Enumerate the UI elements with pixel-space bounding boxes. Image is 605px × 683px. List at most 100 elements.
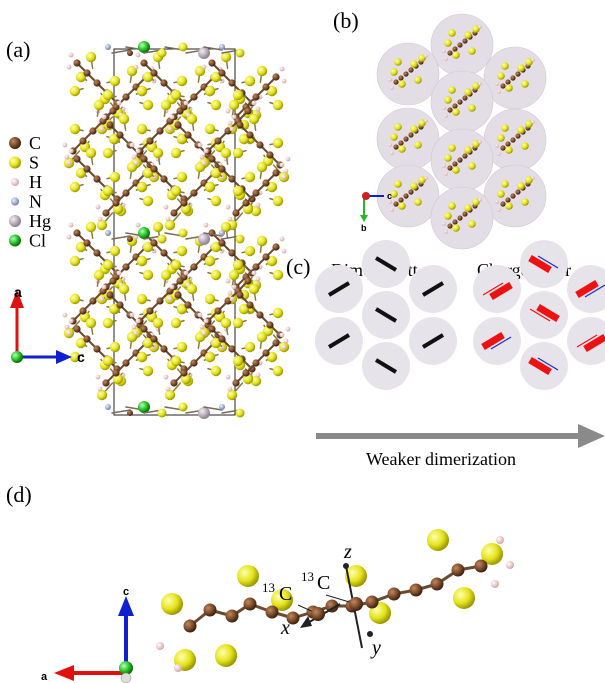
sulfur-atom: [161, 593, 183, 615]
sulfur-atom: [102, 185, 114, 197]
sulfur-atom: [109, 341, 121, 353]
sulfur-atom: [505, 84, 513, 92]
hydrogen-atom: [183, 270, 189, 276]
sulfur-atom: [152, 317, 164, 329]
sulfur-atom: [164, 219, 176, 231]
carbon-atom: [246, 301, 254, 309]
hydrogen-atom: [133, 64, 139, 70]
sulfur-atom: [444, 154, 452, 162]
hydrogen-atom: [133, 160, 139, 166]
anion-atom: [105, 230, 111, 236]
carbon-atom: [515, 189, 521, 195]
sulfur-atom: [85, 147, 97, 159]
sulfur-atom: [427, 529, 449, 551]
axis-z-label: z: [343, 541, 352, 563]
bond: [111, 409, 131, 414]
carbon-atom: [232, 209, 240, 217]
hydrogen-atom: [279, 332, 285, 338]
carbon-atom: [146, 307, 154, 315]
sulfur-atom: [142, 241, 154, 253]
hydrogen-atom: [163, 204, 169, 210]
carbon-atom: [515, 71, 521, 77]
anion-atom: [138, 227, 150, 239]
panel-a-label: (a): [6, 37, 30, 62]
hydrogen-atom: [251, 270, 257, 276]
charge-rich-bar: [481, 331, 505, 351]
hydrogen-atom: [388, 78, 392, 82]
sulfur-atom: [394, 180, 402, 188]
dimer-bar: [374, 358, 398, 374]
hydrogen-atom: [133, 234, 139, 240]
carbon-atom: [447, 223, 453, 229]
carbon-atom: [180, 199, 188, 207]
sulfur-atom: [525, 176, 533, 184]
sulfur-atom: [452, 51, 460, 59]
anion-atom: [127, 410, 133, 416]
sulfur-atom: [164, 389, 176, 401]
hydrogen-atom: [97, 216, 103, 222]
sulfur-atom: [102, 259, 114, 271]
sulfur-atom: [521, 142, 529, 150]
sulfur-atom: [472, 82, 480, 90]
sulfur-atom: [220, 51, 232, 63]
anion-atom: [178, 42, 188, 52]
sulfur-atom: [266, 351, 278, 363]
sulfur-atom: [136, 255, 148, 267]
hydrogen-atom: [231, 114, 237, 120]
sulfur-atom: [85, 317, 97, 329]
sulfur-atom: [398, 145, 406, 153]
sulfur-atom: [418, 176, 426, 184]
carbon-atom: [403, 71, 409, 77]
hydrogen-atom: [62, 142, 68, 148]
sulfur-atom: [272, 365, 284, 377]
carbon-atom: [218, 165, 226, 173]
hydrogen-atom: [167, 126, 173, 132]
carbon-atom: [93, 345, 101, 353]
carbon-atom: [160, 175, 168, 183]
carbon-atom: [184, 301, 192, 309]
hydrogen-atom: [497, 152, 501, 156]
carbon-atom: [93, 175, 101, 183]
hydrogen-atom: [225, 374, 231, 380]
sulfur-atom: [176, 303, 188, 315]
sulfur-atom: [136, 293, 148, 305]
sulfur-atom: [448, 144, 456, 152]
sulfur-atom: [109, 245, 121, 257]
carbon-atom: [398, 75, 404, 81]
carbon-atom: [160, 79, 168, 87]
carbon-atom: [190, 359, 198, 367]
hydrogen-atom: [64, 324, 70, 330]
carbon-atom: [244, 277, 252, 285]
sulfur-atom: [472, 198, 480, 206]
carbon-atom: [393, 201, 399, 207]
carbon-13-atom: [349, 597, 363, 611]
sulfur-atom: [75, 71, 87, 83]
axis-a-label-d: a: [41, 671, 48, 683]
sulfur-atom: [398, 80, 406, 88]
carbon-atom: [89, 297, 97, 305]
carbon-atom: [447, 107, 453, 113]
hydrogen-atom: [281, 78, 287, 84]
carbon-atom: [102, 209, 110, 217]
sulfur-atom: [170, 185, 182, 197]
hydrogen-atom: [203, 318, 209, 324]
bond: [203, 232, 223, 237]
sulfur-atom: [142, 195, 154, 207]
hydrogen-atom: [285, 326, 291, 332]
anion-atom: [178, 228, 188, 238]
sulfur-atom: [186, 113, 198, 125]
sulfur-atom: [75, 167, 87, 179]
carbon-atom: [505, 197, 511, 203]
dimer-disc: [473, 265, 521, 313]
carbon-atom: [79, 307, 87, 315]
dimer-disc: [520, 291, 568, 339]
sulfur-atom: [228, 99, 240, 111]
sulfur-atom: [176, 133, 188, 145]
carbon-atom: [457, 157, 463, 163]
axis-y-tip: [367, 631, 373, 637]
sulfur-atom: [248, 283, 260, 295]
sulfur-atom: [204, 85, 216, 97]
carbon-atom: [262, 349, 270, 357]
hydrogen-atom: [251, 100, 257, 106]
hydrogen-atom: [279, 236, 285, 242]
